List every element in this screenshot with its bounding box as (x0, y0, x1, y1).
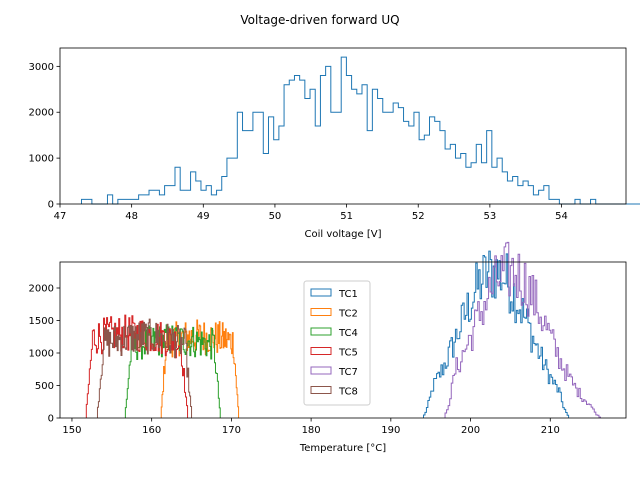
legend-swatch (310, 386, 332, 394)
temperature-histogram-frame (59, 261, 627, 419)
y-tick-label: 2000 (29, 108, 54, 119)
voltage-histogram-frame (59, 47, 627, 205)
x-tick-label: 51 (340, 211, 353, 222)
legend-label: TC2 (338, 309, 358, 320)
histogram-series-tc7 (444, 241, 601, 418)
legend-label: TC8 (338, 387, 358, 398)
x-tick-label: 210 (541, 425, 560, 436)
x-tick-label: 50 (269, 211, 282, 222)
legend: TC1 TC2 TC4 TC5 TC7 TC8 (303, 280, 371, 406)
voltage-histogram-xlabel: Coil voltage [V] (304, 229, 381, 240)
x-tick-label: 53 (484, 211, 497, 222)
histogram-series-tc8 (96, 318, 193, 418)
voltage-histogram-axes: 47 48 49 50 51 52 53 54 0 1000 2000 3000 Coil volta… (29, 47, 640, 240)
temperature-histogram-plot (85, 241, 601, 418)
legend-swatch (310, 327, 332, 336)
x-tick-label: 47 (54, 211, 67, 222)
x-tick-label: 180 (302, 425, 321, 436)
legend-label: TC1 (338, 289, 358, 300)
legend-label: TC7 (338, 367, 358, 378)
x-tick-label: 49 (197, 211, 210, 222)
x-tick-label: 48 (125, 211, 138, 222)
voltage-histogram-plot (80, 56, 640, 205)
x-tick-label: 190 (381, 425, 400, 436)
temperature-histogram-axes: 150 160 170 180 190 200 210 0 500 1000 1500 2000 Te… (29, 241, 627, 454)
y-tick-label: 1000 (29, 349, 54, 360)
legend-swatch (310, 347, 332, 355)
voltage-histogram-ticks: 47 48 49 50 51 52 53 54 0 1000 2000 3000 (29, 62, 568, 222)
legend-swatch (310, 288, 332, 297)
x-tick-label: 170 (222, 425, 241, 436)
y-tick-label: 1500 (29, 316, 54, 327)
legend-label: TC5 (338, 348, 358, 359)
y-tick-label: 0 (48, 200, 54, 211)
temperature-histogram-ticks: 150 160 170 180 190 200 210 0 500 1000 1500 2000 (29, 284, 560, 437)
legend-label: TC4 (338, 328, 358, 339)
x-tick-label: 200 (461, 425, 480, 436)
x-tick-label: 54 (555, 211, 568, 222)
temperature-histogram-xlabel: Temperature [°C] (299, 443, 386, 454)
x-tick-label: 150 (62, 425, 81, 436)
figure-title: Voltage-driven forward UQ (240, 13, 399, 27)
legend-swatch (310, 366, 332, 375)
legend-swatch (310, 308, 332, 316)
y-tick-label: 1000 (29, 154, 54, 165)
y-tick-label: 3000 (29, 62, 54, 73)
y-tick-label: 2000 (29, 284, 54, 295)
y-tick-label: 0 (48, 414, 54, 425)
voltage-histogram-series (80, 56, 640, 205)
x-tick-label: 160 (142, 425, 161, 436)
y-tick-label: 500 (35, 381, 54, 392)
x-tick-label: 52 (412, 211, 425, 222)
